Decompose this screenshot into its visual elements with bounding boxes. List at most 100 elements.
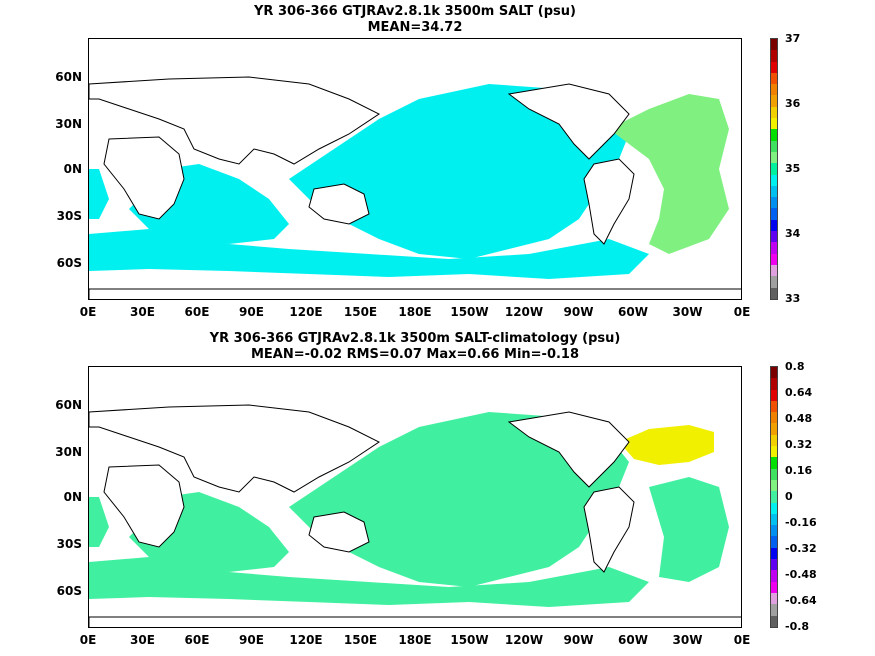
colorbar-swatch bbox=[771, 457, 777, 469]
panel2-africa bbox=[103, 464, 185, 548]
panel2-land bbox=[89, 404, 741, 627]
colorbar-label: 34 bbox=[785, 227, 801, 240]
panel2-map-svg bbox=[89, 367, 741, 627]
colorbar-label: 35 bbox=[785, 162, 801, 175]
longitude-label: 30W bbox=[672, 305, 703, 319]
panel1-land bbox=[89, 76, 741, 299]
colorbar-swatch bbox=[771, 61, 777, 73]
colorbar-swatch bbox=[771, 389, 777, 401]
colorbar-label: 37 bbox=[785, 32, 801, 45]
colorbar-swatch bbox=[771, 253, 777, 265]
longitude-label: 90W bbox=[563, 305, 594, 319]
colorbar-label: -0.32 bbox=[785, 542, 817, 555]
longitude-label: 120E bbox=[289, 633, 323, 647]
panel1-colorbar bbox=[770, 38, 778, 300]
longitude-label: 150E bbox=[343, 305, 378, 319]
colorbar-swatch bbox=[771, 197, 777, 209]
colorbar-swatch bbox=[771, 581, 777, 593]
colorbar-label: 36 bbox=[785, 97, 801, 110]
panel2-title-line2: MEAN=-0.02 RMS=0.07 Max=0.66 Min=-0.18 bbox=[250, 347, 580, 362]
longitude-label: 0E bbox=[733, 305, 751, 319]
panel2-north-america bbox=[507, 411, 630, 488]
colorbar-swatch bbox=[771, 491, 777, 503]
colorbar-swatch bbox=[771, 434, 777, 447]
panel1-map bbox=[88, 38, 742, 300]
panel1-map-svg bbox=[89, 39, 741, 299]
colorbar-swatch bbox=[771, 513, 777, 526]
longitude-label: 30E bbox=[130, 633, 155, 647]
panel2-antarctica bbox=[89, 616, 741, 627]
colorbar-swatch bbox=[771, 174, 777, 186]
longitude-label: 90E bbox=[239, 305, 264, 319]
latitude-label: 0N bbox=[63, 162, 82, 176]
colorbar-label: -0.8 bbox=[785, 620, 810, 633]
latitude-label: 60S bbox=[56, 256, 82, 271]
panel1-antarctica bbox=[89, 288, 741, 299]
colorbar-swatch bbox=[771, 84, 777, 96]
longitude-label: 150W bbox=[450, 633, 489, 647]
panel2-title-line1: YR 306-366 GTJRAv2.8.1k 3500m SALT-clima… bbox=[209, 331, 621, 346]
colorbar-swatch bbox=[771, 479, 777, 492]
longitude-label: 60W bbox=[618, 305, 648, 319]
colorbar-label: 0.64 bbox=[785, 386, 813, 399]
colorbar-swatch bbox=[771, 468, 777, 480]
colorbar-label: 33 bbox=[785, 292, 801, 305]
colorbar-swatch bbox=[771, 502, 777, 514]
colorbar-swatch bbox=[771, 446, 777, 458]
colorbar-label: 0.8 bbox=[785, 360, 805, 373]
panel2-south-america bbox=[583, 486, 635, 573]
longitude-label: 120W bbox=[504, 633, 544, 647]
latitude-label: 30S bbox=[56, 209, 82, 224]
colorbar-swatch bbox=[771, 163, 777, 175]
longitude-label: 30W bbox=[672, 633, 703, 647]
colorbar-label: 0.32 bbox=[785, 438, 813, 451]
colorbar-swatch bbox=[771, 140, 777, 152]
colorbar-label: -0.48 bbox=[785, 568, 817, 581]
colorbar-swatch bbox=[771, 615, 777, 627]
panel1-atlantic-fill bbox=[609, 94, 729, 254]
latitude-label: 30N bbox=[55, 445, 82, 460]
colorbar-swatch bbox=[771, 208, 777, 220]
longitude-label: 60E bbox=[184, 305, 210, 319]
colorbar-swatch bbox=[771, 423, 777, 435]
panel1-title: YR 306-366 GTJRAv2.8.1k 3500m SALT (psu)… bbox=[88, 4, 742, 36]
latitude-label: 30N bbox=[55, 117, 82, 132]
colorbar-swatch bbox=[771, 231, 777, 243]
longitude-label: 150E bbox=[343, 633, 378, 647]
panel1-north-america bbox=[507, 83, 630, 160]
colorbar-swatch bbox=[771, 106, 777, 119]
colorbar-swatch bbox=[771, 95, 777, 107]
latitude-label: 60S bbox=[56, 584, 82, 599]
colorbar-swatch bbox=[771, 219, 777, 232]
panel1-title-line2: MEAN=34.72 bbox=[367, 20, 463, 35]
colorbar-swatch bbox=[771, 525, 777, 537]
longitude-label: 30E bbox=[130, 305, 155, 319]
colorbar-swatch bbox=[771, 287, 777, 299]
colorbar-swatch bbox=[771, 536, 777, 548]
longitude-label: 0E bbox=[79, 633, 97, 647]
colorbar-swatch bbox=[771, 118, 777, 130]
latitude-label: 30S bbox=[56, 537, 82, 552]
colorbar-swatch bbox=[771, 264, 777, 277]
panel1-eurasia bbox=[89, 76, 380, 165]
colorbar-swatch bbox=[771, 412, 777, 424]
colorbar-swatch bbox=[771, 604, 777, 616]
panel1-africa bbox=[103, 136, 185, 220]
panel2-title: YR 306-366 GTJRAv2.8.1k 3500m SALT-clima… bbox=[88, 331, 742, 363]
longitude-label: 120E bbox=[289, 305, 323, 319]
panel2-map bbox=[88, 366, 742, 628]
colorbar-swatch bbox=[771, 592, 777, 605]
colorbar-swatch bbox=[771, 276, 777, 288]
colorbar-swatch bbox=[771, 129, 777, 141]
colorbar-swatch bbox=[771, 559, 777, 571]
longitude-label: 180E bbox=[398, 633, 432, 647]
colorbar-swatch bbox=[771, 367, 777, 379]
latitude-label: 0N bbox=[63, 490, 82, 504]
longitude-label: 90W bbox=[563, 633, 594, 647]
panel1-title-line1: YR 306-366 GTJRAv2.8.1k 3500m SALT (psu) bbox=[254, 4, 576, 19]
panel2-eurasia bbox=[89, 404, 380, 493]
colorbar-label: 0 bbox=[785, 490, 793, 503]
colorbar-swatch bbox=[771, 185, 777, 198]
colorbar-swatch bbox=[771, 400, 777, 413]
colorbar-swatch bbox=[771, 547, 777, 560]
